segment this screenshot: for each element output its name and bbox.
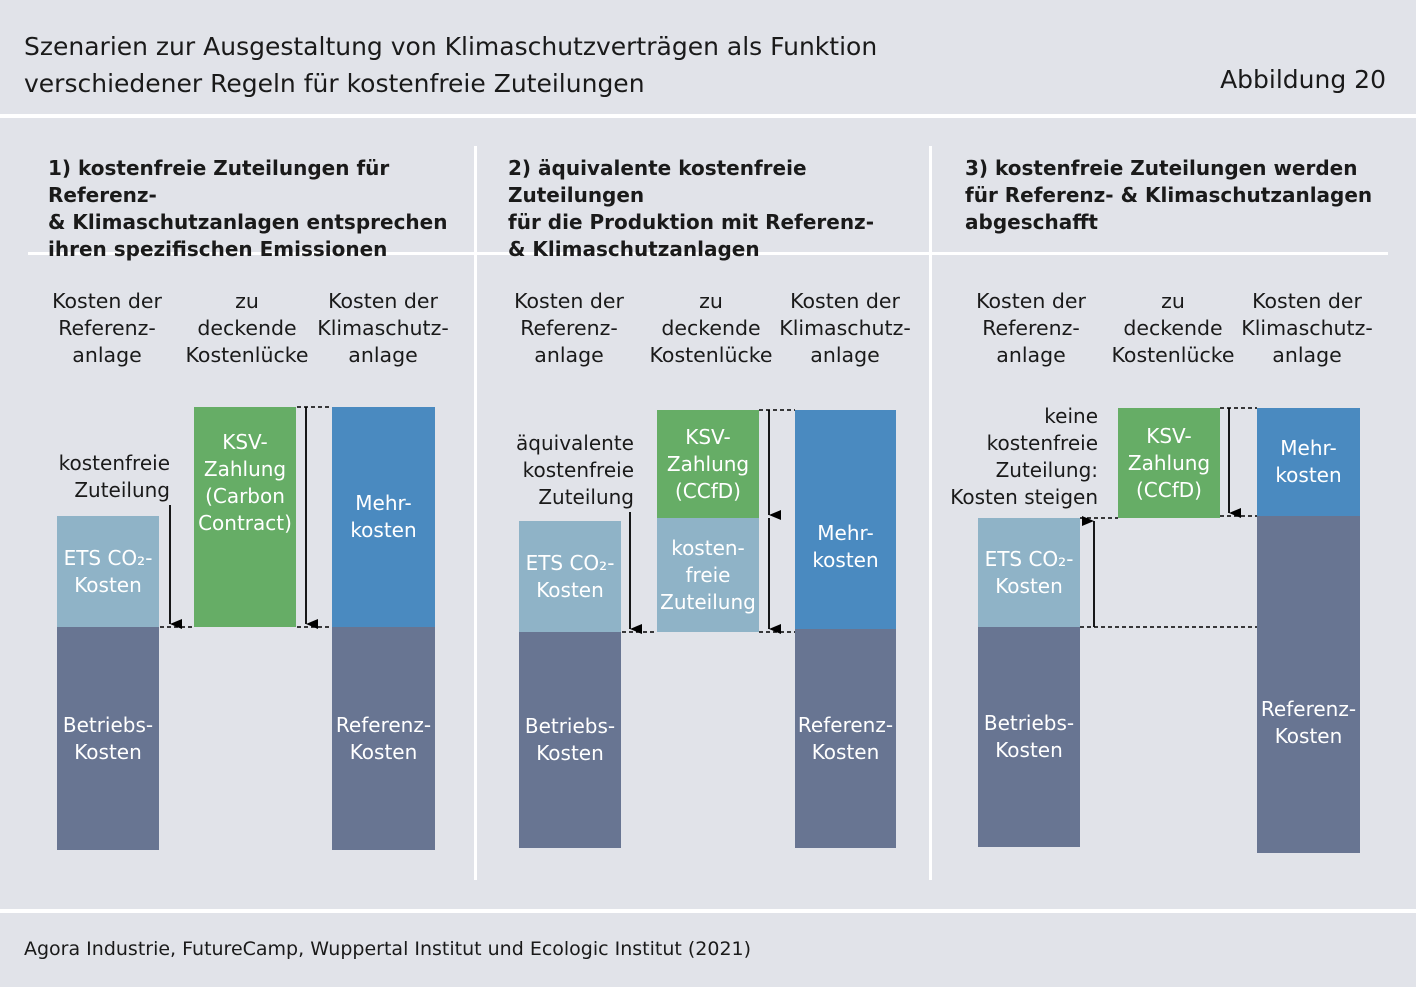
panel-2-ksv-payment-bar: KSV- Zahlung (CCfD) <box>657 410 759 518</box>
panel-2-ets-costs-bar: ETS CO₂- Kosten <box>519 521 621 632</box>
panel-title-divider-2 <box>477 252 929 255</box>
source-note: Agora Industrie, FutureCamp, Wuppertal I… <box>24 938 752 960</box>
panel-3-label-gap: zu deckende Kostenlücke <box>1111 289 1235 367</box>
panel-title-divider-3 <box>932 252 1388 255</box>
panel-2-title: 2) äquivalente kostenfreie Zuteilungen f… <box>508 156 874 261</box>
panel-divider-2 <box>929 146 932 880</box>
panel-2-free-allocation-bar: kosten-freie Zuteilung <box>657 518 759 632</box>
dashed-guides <box>160 406 1257 633</box>
panel-2-note: äquivalente kostenfreie Zuteilung <box>516 431 634 509</box>
panel-1-note: kostenfreie Zuteilung <box>58 451 170 502</box>
figure-title: Szenarien zur Ausgestaltung von Klimasch… <box>24 28 1024 102</box>
panel-1-label-climate: Kosten der Klimaschutz-anlage <box>317 289 449 367</box>
header-divider <box>0 114 1416 118</box>
panel-3-ets-costs-bar: ETS CO₂- Kosten <box>978 518 1080 627</box>
panel-2-operating-costs-bar: Betriebs- Kosten <box>519 632 621 848</box>
footer-divider <box>0 909 1416 913</box>
panel-divider-1 <box>474 146 477 880</box>
figure-title-line-1: Szenarien zur Ausgestaltung von Klimasch… <box>24 32 878 61</box>
panel-3-reference-costs-bar: Referenz- Kosten <box>1257 516 1360 853</box>
panel-2-label-climate: Kosten der Klimaschutz-anlage <box>779 289 911 367</box>
panel-3-note: keine kostenfreie Zuteilung: Kosten steigen <box>950 404 1098 509</box>
panel-2-label-reference: Kosten der Referenz-anlage <box>514 289 624 367</box>
figure-title-line-2: verschiedener Regeln für kostenfreie Zut… <box>24 69 645 98</box>
panel-2-label-gap: zu deckende Kostenlücke <box>649 289 773 367</box>
panel-3-label-reference: Kosten der Referenz-anlage <box>976 289 1086 367</box>
panel-title-divider-1 <box>28 252 474 255</box>
panel-2-additional-costs-bar: Mehr-kosten <box>795 410 896 629</box>
panel-3-additional-costs-bar: Mehr-kosten <box>1257 408 1360 516</box>
panel-1-ets-costs-bar: ETS CO₂- Kosten <box>57 516 159 627</box>
panel-1-operating-costs-bar: Betriebs- Kosten <box>57 627 159 850</box>
panel-3-title: 3) kostenfreie Zuteilungen werden für Re… <box>965 156 1373 234</box>
panel-3-label-climate: Kosten der Klimaschutz-anlage <box>1241 289 1373 367</box>
panel-1-additional-costs-bar: Mehr-kosten <box>332 407 435 627</box>
figure-number: Abbildung 20 <box>1220 65 1386 94</box>
panel-3-operating-costs-bar: Betriebs- Kosten <box>978 627 1080 847</box>
panel-1-title: 1) kostenfreie Zuteilungen für Referenz-… <box>48 156 448 261</box>
panel-2-reference-costs-bar: Referenz- Kosten <box>795 629 896 848</box>
panel-1-label-reference: Kosten der Referenz-anlage <box>52 289 162 367</box>
panel-3-ksv-payment-bar: KSV- Zahlung (CCfD) <box>1118 408 1220 518</box>
panel-1-label-gap: zu deckende Kostenlücke <box>185 289 309 367</box>
arrows <box>169 407 1241 634</box>
panel-1-ksv-payment-bar: KSV- Zahlung (Carbon Contract) <box>194 407 296 627</box>
panel-1-reference-costs-bar: Referenz- Kosten <box>332 627 435 850</box>
